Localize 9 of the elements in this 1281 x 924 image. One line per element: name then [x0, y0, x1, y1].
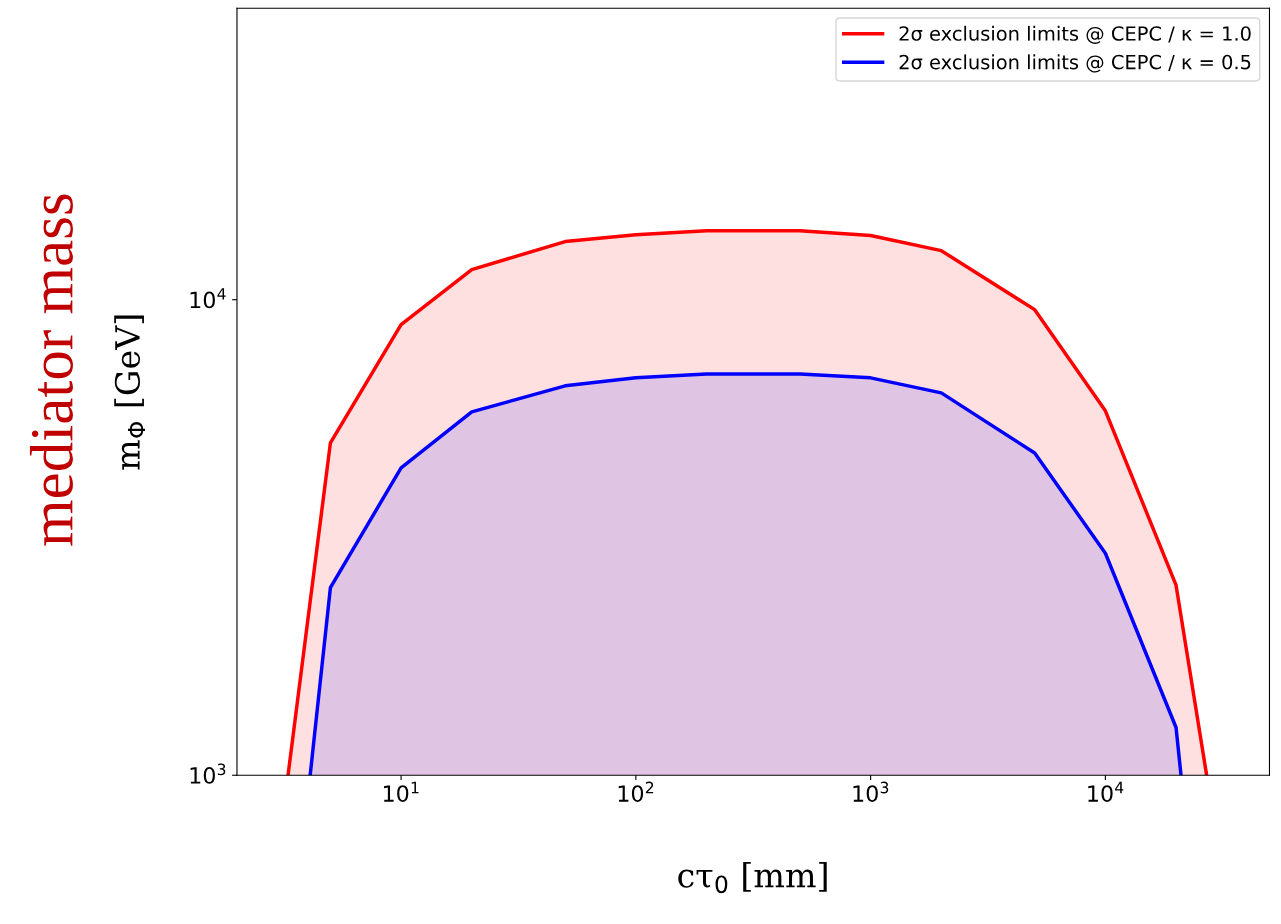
- x-tick-label: 10$^{1}$: [383, 781, 419, 803]
- x-tick-label: 10$^{3}$: [853, 781, 889, 802]
- x-tick-label: 10$^{4}$: [1088, 781, 1124, 803]
- y-axis-title: m$_{Φ}$ [GeV]: [114, 315, 146, 470]
- text: mediator mass: [29, 194, 73, 546]
- x-tick-label: 10$^{2}$: [618, 781, 654, 802]
- legend-label: 2σ exclusion limits @ CEPC / κ = 0.5: [899, 54, 1251, 73]
- x-axis-title: cτ$_{0}$ [mm]: [678, 862, 827, 894]
- legend-label: 2σ exclusion limits @ CEPC / κ = 1.0: [899, 25, 1251, 44]
